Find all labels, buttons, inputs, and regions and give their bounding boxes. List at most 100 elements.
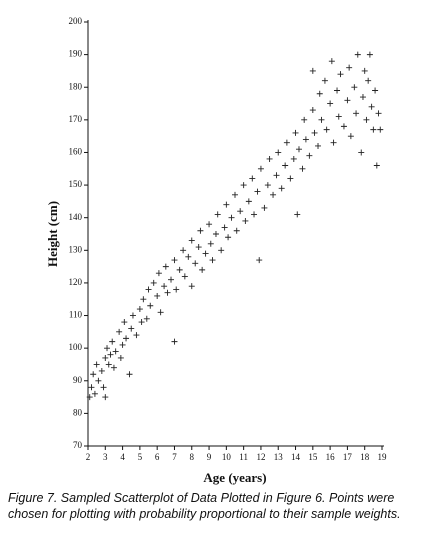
point: [112, 348, 119, 355]
point: [98, 367, 105, 374]
point: [133, 332, 140, 339]
point: [138, 319, 145, 326]
point: [223, 201, 230, 208]
point: [202, 250, 209, 257]
x-tick-label: 8: [190, 452, 195, 462]
point: [157, 309, 164, 316]
point: [86, 394, 93, 401]
point: [188, 237, 195, 244]
point: [164, 289, 171, 296]
y-tick-label: 100: [69, 342, 83, 352]
point: [209, 257, 216, 264]
point: [311, 129, 318, 136]
point: [354, 51, 361, 58]
point: [256, 257, 263, 264]
point: [105, 361, 112, 368]
point: [368, 103, 375, 110]
point: [228, 214, 235, 221]
point: [365, 77, 372, 84]
point: [361, 67, 368, 74]
caption: Figure 7. Sampled Scatterplot of Data Pl…: [8, 491, 401, 521]
point: [264, 182, 271, 189]
point: [145, 286, 152, 293]
point: [340, 123, 347, 130]
point: [240, 182, 247, 189]
y-axis-label: Height (cm): [45, 201, 60, 267]
point: [327, 100, 334, 107]
x-axis-label: Age (years): [203, 470, 266, 485]
point: [278, 185, 285, 192]
point: [126, 371, 133, 378]
point: [116, 328, 123, 335]
y-tick-label: 140: [69, 212, 83, 222]
point: [353, 110, 360, 117]
point: [93, 361, 100, 368]
point: [107, 351, 114, 358]
y-tick-label: 170: [69, 114, 83, 124]
point: [140, 296, 147, 303]
point: [232, 191, 238, 198]
x-tick-label: 10: [222, 452, 232, 462]
point: [150, 279, 157, 286]
point: [199, 266, 206, 273]
point: [90, 371, 97, 378]
chart: Height (cm) Age (years) 70 80 90 100 110 120 1…: [45, 16, 387, 485]
point: [335, 113, 342, 120]
x-tick-label: 12: [256, 452, 265, 462]
point: [346, 64, 353, 71]
point: [261, 204, 268, 211]
point: [129, 312, 136, 319]
point: [347, 133, 354, 140]
point: [254, 188, 261, 195]
point: [155, 270, 162, 277]
point: [290, 155, 297, 162]
point: [366, 51, 373, 58]
point: [249, 175, 256, 182]
point: [88, 384, 95, 391]
point: [334, 87, 341, 94]
point: [225, 234, 232, 241]
point: [91, 390, 98, 397]
point: [192, 260, 199, 267]
point: [168, 276, 175, 283]
point: [206, 221, 213, 228]
x-tick-label: 4: [120, 452, 125, 462]
point: [117, 354, 124, 361]
x-tick-label: 14: [291, 452, 301, 462]
point: [100, 384, 107, 391]
point: [363, 116, 370, 123]
point: [318, 116, 325, 123]
point: [344, 97, 351, 104]
x-tick-label: 16: [326, 452, 336, 462]
point: [154, 292, 161, 299]
x-tick-label: 9: [207, 452, 212, 462]
x-tick-label: 13: [274, 452, 284, 462]
point: [102, 354, 109, 361]
point: [377, 126, 384, 133]
point: [316, 90, 323, 97]
point: [292, 129, 299, 136]
point: [212, 231, 219, 237]
point: [266, 155, 273, 162]
point: [282, 162, 289, 169]
y-tick-label: 190: [69, 49, 83, 59]
x-tick-label: 18: [360, 452, 370, 462]
x-tick-label: 5: [138, 452, 143, 462]
point: [321, 77, 328, 84]
point: [119, 341, 126, 348]
y-tick-label: 130: [69, 244, 83, 254]
y-tick-label: 160: [69, 147, 83, 157]
point: [375, 110, 382, 117]
point: [123, 335, 130, 342]
point: [301, 116, 308, 123]
point: [195, 244, 202, 251]
point: [306, 152, 313, 159]
point: [237, 208, 244, 215]
point: [309, 107, 316, 114]
point: [221, 224, 228, 231]
y-tick-label: 90: [73, 375, 83, 385]
x-tick-label: 6: [155, 452, 160, 462]
x-tick-label: 17: [343, 452, 353, 462]
point: [359, 94, 366, 101]
